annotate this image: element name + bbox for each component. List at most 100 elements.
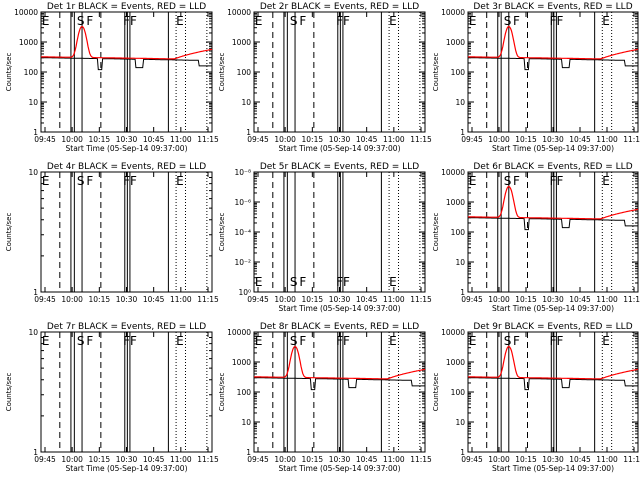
plot-frame bbox=[467, 11, 639, 133]
panel-d9: Det 9r BLACK = Events, RED = LLD 1 10 100 10… bbox=[432, 322, 640, 473]
lld-series-line bbox=[467, 345, 639, 380]
x-tick-label: 10:00 bbox=[274, 295, 296, 304]
x-axis-label: Start Time (05-Sep-14 09:37:00) bbox=[279, 144, 401, 153]
y-tick-label: 1 bbox=[33, 448, 38, 457]
annotation-label: F bbox=[299, 14, 306, 28]
plot-frame bbox=[40, 11, 213, 133]
y-tick-label: 10⁻² bbox=[234, 258, 251, 267]
y-tick-label: 1 bbox=[246, 128, 251, 137]
x-tick-label: 11:00 bbox=[170, 135, 192, 144]
x-tick-label: 09:45 bbox=[247, 455, 269, 464]
annotation-label: S bbox=[290, 334, 298, 348]
y-tick-label: 10 bbox=[28, 168, 38, 177]
panel-d7: Det 7r BLACK = Events, RED = LLD 1 10 Count… bbox=[5, 322, 219, 473]
x-tick-label: 10:15 bbox=[302, 295, 324, 304]
y-tick-label: 1000 bbox=[232, 358, 251, 367]
events-series-line bbox=[468, 217, 638, 231]
panel-title: Det 7r BLACK = Events, RED = LLD bbox=[47, 322, 206, 332]
x-tick-label: 10:45 bbox=[143, 455, 165, 464]
plot-frame bbox=[253, 11, 426, 133]
x-tick-label: 10:15 bbox=[89, 135, 111, 144]
annotation-label: E bbox=[42, 174, 50, 188]
x-tick-label: 09:45 bbox=[34, 295, 56, 304]
x-tick-label: 10:00 bbox=[61, 135, 83, 144]
x-tick-label: 11:00 bbox=[170, 295, 192, 304]
y-axis-label: Counts/sec bbox=[218, 213, 226, 252]
plot-frame bbox=[40, 171, 213, 293]
plot-frame bbox=[467, 171, 639, 293]
annotation-label: FF bbox=[123, 174, 137, 188]
y-axis-label: Counts/sec bbox=[432, 53, 440, 92]
annotation-label: F bbox=[86, 174, 93, 188]
annotation-label: E bbox=[255, 334, 263, 348]
annotation-label: F bbox=[513, 334, 520, 348]
x-tick-label: 11:15 bbox=[623, 455, 640, 464]
y-tick-label: 100 bbox=[237, 388, 252, 397]
x-tick-label: 11:00 bbox=[596, 455, 618, 464]
x-tick-label: 10:30 bbox=[116, 295, 138, 304]
x-tick-label: 10:45 bbox=[569, 135, 591, 144]
x-tick-label: 09:45 bbox=[34, 455, 56, 464]
annotation-label: E bbox=[469, 14, 477, 28]
panel-d2: Det 2r BLACK = Events, RED = LLD 1 10 100 10… bbox=[218, 2, 432, 153]
x-tick-label: 10:45 bbox=[356, 295, 378, 304]
x-tick-label: 11:00 bbox=[596, 135, 618, 144]
annotation-label: F bbox=[513, 174, 520, 188]
x-tick-label: 10:15 bbox=[302, 455, 324, 464]
y-tick-label: 1 bbox=[246, 448, 251, 457]
y-tick-label: 10000 bbox=[227, 8, 251, 17]
x-tick-label: 10:30 bbox=[542, 455, 564, 464]
x-tick-label: 10:30 bbox=[329, 295, 351, 304]
events-series-line bbox=[254, 377, 425, 391]
annotation-label: E bbox=[602, 174, 610, 188]
panel-title: Det 8r BLACK = Events, RED = LLD bbox=[260, 322, 419, 332]
y-tick-label: 10000 bbox=[441, 168, 465, 177]
x-tick-label: 10:45 bbox=[356, 135, 378, 144]
plot-frame bbox=[467, 331, 639, 453]
annotation-label: E bbox=[469, 334, 477, 348]
x-tick-label: 11:15 bbox=[623, 295, 640, 304]
x-tick-label: 11:15 bbox=[410, 135, 432, 144]
x-tick-label: 10:00 bbox=[488, 295, 510, 304]
x-tick-label: 10:45 bbox=[569, 295, 591, 304]
y-axis-label: Counts/sec bbox=[432, 213, 440, 252]
x-axis-label: Start Time (05-Sep-14 09:37:00) bbox=[492, 464, 614, 473]
panel-title: Det 5r BLACK = Events, RED = LLD bbox=[260, 162, 419, 172]
annotation-label: FF bbox=[336, 275, 350, 289]
annotation-label: E bbox=[602, 334, 610, 348]
annotation-label: F bbox=[86, 14, 93, 28]
annotation-label: E bbox=[255, 275, 263, 289]
y-tick-label: 100 bbox=[451, 388, 466, 397]
y-tick-label: 10000 bbox=[441, 8, 465, 17]
x-tick-label: 10:15 bbox=[515, 455, 537, 464]
y-tick-label: 10 bbox=[28, 328, 38, 337]
y-axis-label: Counts/sec bbox=[432, 373, 440, 412]
x-axis-label: Start Time (05-Sep-14 09:37:00) bbox=[66, 144, 188, 153]
annotation-label: S bbox=[504, 14, 512, 28]
y-tick-label: 1 bbox=[460, 448, 465, 457]
x-tick-label: 10:45 bbox=[143, 295, 165, 304]
x-tick-label: 09:45 bbox=[34, 135, 56, 144]
x-tick-label: 10:15 bbox=[89, 295, 111, 304]
panel-d5: Det 5r BLACK = Events, RED = LLD 10⁰ 10⁻² 1… bbox=[218, 162, 432, 313]
panel-d1: Det 1r BLACK = Events, RED = LLD 1 10 100 10… bbox=[5, 2, 219, 153]
x-tick-label: 10:15 bbox=[89, 455, 111, 464]
x-tick-label: 10:45 bbox=[356, 455, 378, 464]
x-tick-label: 09:45 bbox=[461, 455, 483, 464]
x-tick-label: 10:45 bbox=[143, 135, 165, 144]
annotation-label: S bbox=[77, 14, 85, 28]
x-tick-label: 11:15 bbox=[197, 135, 219, 144]
y-tick-label: 10 bbox=[241, 418, 251, 427]
y-tick-label: 1000 bbox=[446, 38, 465, 47]
panel-d3: Det 3r BLACK = Events, RED = LLD 1 10 100 10… bbox=[432, 2, 640, 153]
lld-series-line bbox=[40, 25, 213, 60]
y-tick-label: 10000 bbox=[14, 8, 38, 17]
x-tick-label: 10:30 bbox=[542, 295, 564, 304]
y-tick-label: 10⁰ bbox=[238, 288, 251, 297]
annotation-label: S bbox=[290, 275, 298, 289]
x-tick-label: 10:30 bbox=[329, 135, 351, 144]
x-axis-label: Start Time (05-Sep-14 09:37:00) bbox=[66, 464, 188, 473]
y-tick-label: 1000 bbox=[446, 358, 465, 367]
panel-title: Det 4r BLACK = Events, RED = LLD bbox=[47, 162, 206, 172]
